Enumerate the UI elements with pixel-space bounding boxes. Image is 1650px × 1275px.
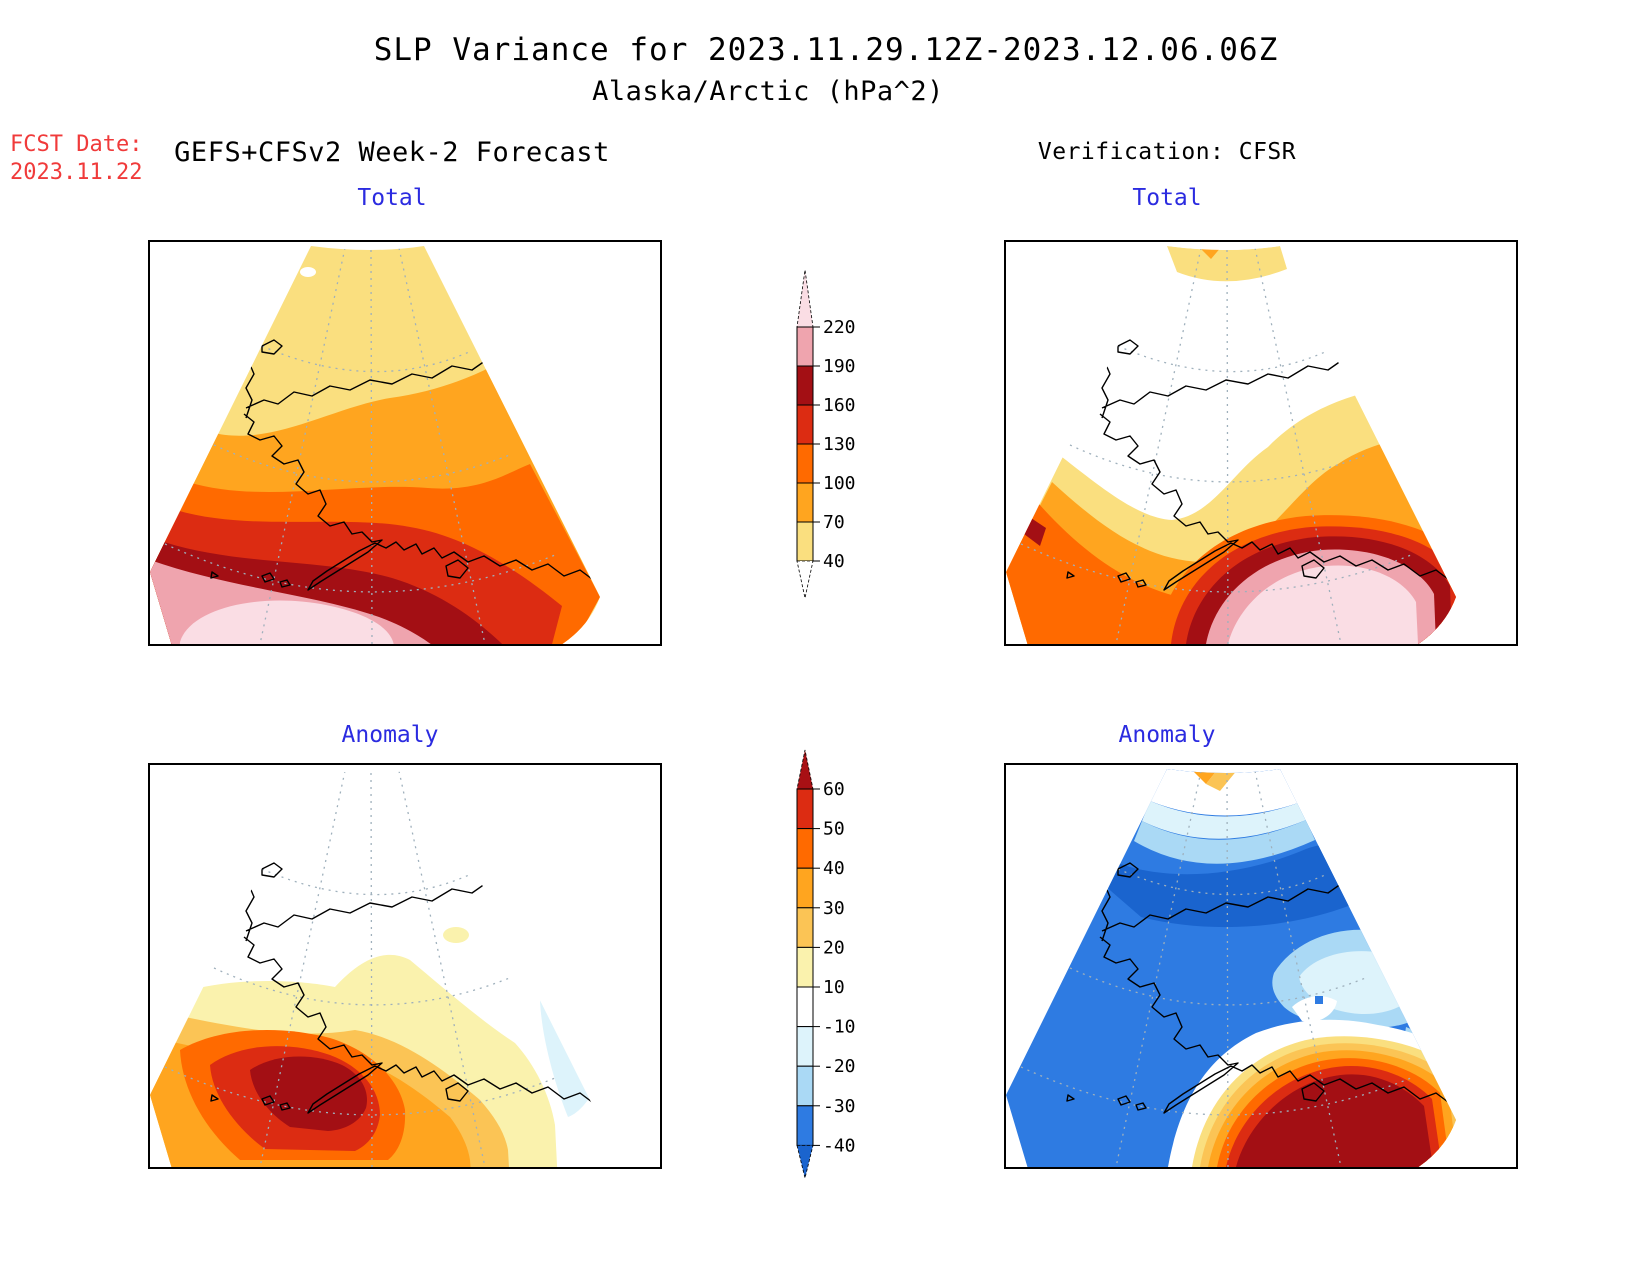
colorbar-tick-label: -10 [823, 1017, 856, 1038]
colorbar-tick-label: -20 [823, 1056, 856, 1077]
fcst-date-value: 2023.11.22 [10, 160, 143, 185]
colorbar-tick-label: 20 [823, 937, 845, 958]
colorbar-tick-label: 100 [823, 473, 856, 494]
colorbar-band [796, 521, 814, 562]
panel-label-verification-total: Total [1132, 185, 1202, 211]
colorbar-tail [796, 560, 814, 599]
right-column-header: Verification: CFSR [1037, 139, 1297, 165]
graticule-lines [1020, 247, 1412, 644]
verification-total-map [1006, 246, 1456, 644]
colorbar-tick-label: -40 [823, 1135, 856, 1156]
colorbar-tip [796, 749, 814, 790]
colorbar-tick-label: 10 [823, 977, 845, 998]
graticule-lines [164, 770, 556, 1167]
colorbar-band [796, 1105, 814, 1146]
graticule-lines [1020, 770, 1412, 1167]
left-column-header: GEFS+CFSv2 Week-2 Forecast [174, 137, 610, 168]
fcst-date-block: FCST Date: 2023.11.22 [10, 131, 142, 187]
map-panel-forecast-anomaly [148, 763, 662, 1169]
graticule-lines [164, 247, 556, 644]
colorbar-tick-label: -30 [823, 1096, 856, 1117]
panel-label-verification-anomaly: Anomaly [1118, 722, 1216, 748]
colorbar-band [796, 482, 814, 523]
colorbar-tick-label: 190 [823, 356, 856, 377]
map-panel-forecast-total [148, 240, 662, 646]
colorbar-tick-label: 220 [823, 317, 856, 338]
colorbar-tail [796, 1144, 814, 1179]
verification-anomaly-map [1006, 769, 1456, 1167]
colorbar-total: 220 190 160 130 100 70 40 [796, 269, 856, 599]
colorbar-tick-label: 40 [823, 858, 845, 879]
colorbar-tick-label: 70 [823, 512, 845, 533]
colorbar-anomaly: 60 50 40 30 20 10 -10 -20 -30 -40 [796, 749, 856, 1179]
figure-title-line1: SLP Variance for 2023.11.29.12Z-2023.12.… [373, 32, 1279, 68]
forecast-total-map [150, 246, 600, 644]
colorbar-band [796, 867, 814, 909]
figure-title-line2: Alaska/Arctic (hPa^2) [592, 76, 944, 107]
colorbar-band [796, 986, 814, 1028]
map-panel-verification-total [1004, 240, 1518, 646]
colorbar-band [796, 1026, 814, 1067]
map-panel-verification-anomaly [1004, 763, 1518, 1169]
colorbar-tick-label: 40 [823, 551, 845, 572]
colorbar-tick-label: 130 [823, 434, 856, 455]
colorbar-band [796, 365, 814, 406]
colorbar-tip [796, 269, 814, 328]
panel-label-forecast-anomaly: Anomaly [341, 722, 439, 748]
colorbar-band [796, 907, 814, 948]
colorbar-band [796, 1065, 814, 1107]
colorbar-tick-label: 160 [823, 395, 856, 416]
colorbar-tick-label: 30 [823, 898, 845, 919]
colorbar-band [796, 788, 814, 830]
colorbar-tick-label: 50 [823, 819, 845, 840]
colorbar-band [796, 828, 814, 869]
colorbar-band [796, 946, 814, 988]
colorbar-band [796, 326, 814, 367]
panel-label-forecast-total: Total [357, 185, 427, 211]
fcst-date-label: FCST Date: [10, 132, 143, 157]
colorbar-band [796, 404, 814, 445]
colorbar-tick-label: 60 [823, 779, 845, 800]
forecast-anomaly-map [150, 769, 600, 1167]
colorbar-band [796, 443, 814, 484]
